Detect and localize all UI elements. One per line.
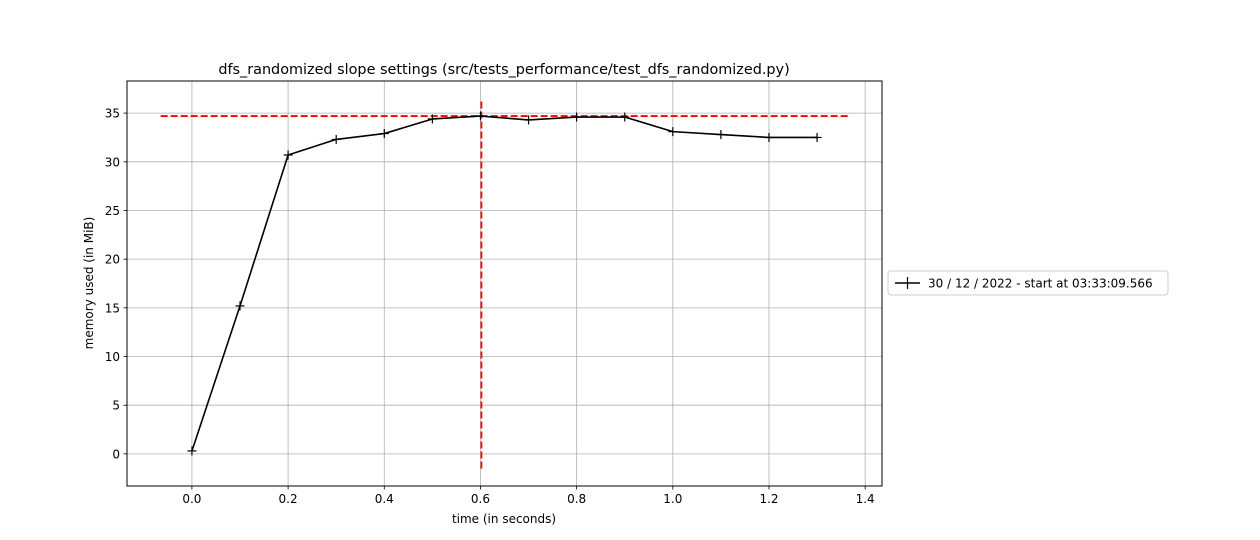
data-point-marker bbox=[187, 446, 197, 456]
y-tick-label: 5 bbox=[112, 399, 120, 413]
data-point-marker bbox=[283, 150, 293, 160]
legend-label: 30 / 12 / 2022 - start at 03:33:09.566 bbox=[928, 277, 1153, 291]
x-axis-label: time (in seconds) bbox=[452, 512, 556, 526]
data-point-marker bbox=[379, 129, 389, 139]
y-axis-label: memory used (in MiB) bbox=[82, 217, 96, 350]
data-point-marker bbox=[668, 127, 678, 137]
data-point-marker bbox=[812, 132, 822, 142]
y-tick-label: 25 bbox=[105, 204, 120, 218]
legend-box bbox=[887, 270, 1169, 296]
grid bbox=[127, 81, 882, 486]
y-axis-ticks: 0 5 10 15 20 25 30 35 bbox=[105, 107, 127, 461]
series-line bbox=[191, 115, 818, 452]
data-point-marker bbox=[572, 112, 582, 122]
y-tick-label: 35 bbox=[105, 107, 120, 121]
y-tick-label: 0 bbox=[112, 447, 120, 461]
x-tick-label: 0.2 bbox=[279, 492, 298, 506]
legend: 30 / 12 / 2022 - start at 03:33:09.566 bbox=[887, 270, 1169, 296]
plot-area bbox=[127, 81, 882, 486]
x-tick-label: 0.4 bbox=[375, 492, 394, 506]
y-tick-label: 15 bbox=[105, 301, 120, 315]
plot-frame bbox=[126, 80, 883, 487]
y-tick-label: 20 bbox=[105, 253, 120, 267]
data-point-marker bbox=[235, 301, 245, 311]
data-point-marker bbox=[716, 130, 726, 140]
data-point-marker bbox=[764, 132, 774, 142]
x-tick-label: 0.0 bbox=[182, 492, 201, 506]
x-tick-label: 1.4 bbox=[856, 492, 875, 506]
data-point-marker bbox=[475, 111, 485, 121]
y-tick-label: 10 bbox=[105, 350, 120, 364]
x-tick-label: 1.0 bbox=[663, 492, 682, 506]
x-axis-ticks: 0.0 0.2 0.4 0.6 0.8 1.0 1.2 1.4 bbox=[182, 486, 875, 506]
x-tick-label: 1.2 bbox=[759, 492, 778, 506]
y-tick-label: 30 bbox=[105, 155, 120, 169]
reference-lines bbox=[160, 98, 851, 469]
data-point-marker bbox=[524, 115, 534, 125]
x-tick-label: 0.6 bbox=[471, 492, 490, 506]
x-tick-label: 0.8 bbox=[567, 492, 586, 506]
series-layer bbox=[187, 111, 822, 456]
chart-title: dfs_randomized slope settings (src/tests… bbox=[218, 62, 789, 78]
data-point-marker bbox=[331, 134, 341, 144]
data-point-marker bbox=[427, 114, 437, 124]
data-point-marker bbox=[620, 112, 630, 122]
